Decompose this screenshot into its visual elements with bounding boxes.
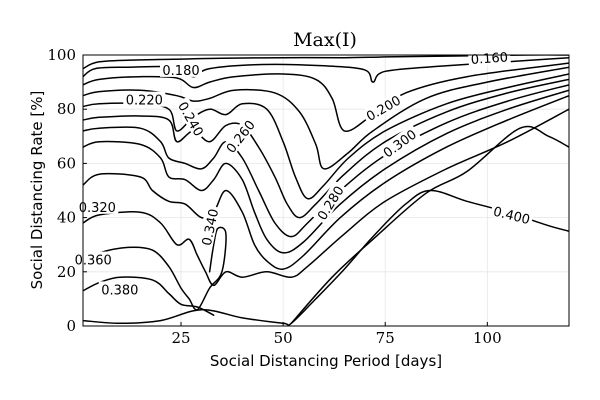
contour-label-group: 0.320 bbox=[76, 198, 119, 216]
contour-label: 0.220 bbox=[126, 94, 163, 109]
contour-line-0.34 bbox=[83, 108, 569, 287]
contour-label-group: 0.400 bbox=[489, 202, 535, 229]
contour-label-bg bbox=[123, 91, 166, 107]
contour-label: 0.180 bbox=[162, 64, 199, 79]
contour-line-0.18 bbox=[83, 56, 569, 83]
contour-label-group: 0.220 bbox=[123, 91, 166, 109]
contour-label: 0.320 bbox=[79, 201, 116, 216]
y-tick-label: 20 bbox=[57, 263, 76, 281]
contour-label-bg bbox=[467, 48, 511, 67]
contour-label-group: 0.380 bbox=[98, 281, 141, 298]
x-tick-label: 50 bbox=[274, 329, 293, 347]
contour-label-bg bbox=[197, 204, 221, 250]
contour-line-0.30 bbox=[83, 89, 569, 254]
x-tick-label: 75 bbox=[376, 329, 395, 347]
plot-frame bbox=[82, 54, 570, 327]
y-tick-label: 60 bbox=[57, 154, 76, 172]
x-tick-label: 100 bbox=[473, 329, 502, 347]
contour-label-bg bbox=[174, 96, 209, 141]
contour-label-group: 0.360 bbox=[72, 251, 115, 269]
contour-label-group: 0.180 bbox=[160, 61, 202, 79]
contour-label-group: 0.160 bbox=[467, 48, 511, 68]
contour-label-group: 0.200 bbox=[361, 90, 405, 125]
contour-line-0.24 bbox=[83, 73, 569, 200]
contour-label-group: 0.300 bbox=[377, 124, 421, 162]
contour-line-0.40 bbox=[290, 125, 569, 325]
contour-label: 0.360 bbox=[75, 254, 112, 269]
contour-label-bg bbox=[220, 114, 259, 158]
y-tick-label: 80 bbox=[57, 100, 76, 118]
contour-label-bg bbox=[160, 61, 202, 77]
contour-label-bg bbox=[312, 180, 348, 225]
contour-label: 0.400 bbox=[492, 205, 532, 229]
contour-line-0.32 bbox=[83, 94, 569, 270]
x-tick-label: 25 bbox=[171, 329, 190, 347]
contour-line-0.20 bbox=[83, 62, 569, 132]
contour-label: 0.240 bbox=[174, 100, 206, 140]
y-axis-label: Social Distancing Rate [%] bbox=[28, 91, 46, 290]
contour-label: 0.200 bbox=[364, 93, 404, 125]
contour-lines bbox=[83, 55, 569, 326]
y-tick-label: 100 bbox=[47, 46, 76, 64]
contour-line-0.26 bbox=[83, 78, 569, 219]
y-tick-label: 0 bbox=[66, 317, 76, 335]
contour-label-bg bbox=[377, 124, 421, 162]
y-tick-label: 40 bbox=[57, 209, 76, 227]
contour-label-group: 0.240 bbox=[174, 96, 209, 141]
contour-label: 0.380 bbox=[101, 283, 138, 298]
chart-title: Max(I) bbox=[293, 29, 357, 51]
contour-label-bg bbox=[76, 198, 119, 214]
contour-label-group: 0.260 bbox=[220, 114, 259, 158]
contour-label-bg bbox=[98, 281, 141, 297]
x-axis-label: Social Distancing Period [days] bbox=[210, 352, 442, 370]
axis-ticks: 25 50 75 100 0 20 40 60 80 100 bbox=[47, 46, 501, 347]
contour-label-bg bbox=[361, 90, 405, 125]
contour-label-bg bbox=[489, 202, 535, 227]
contour-label: 0.160 bbox=[470, 50, 508, 68]
contour-line-0.40 bbox=[83, 189, 569, 326]
